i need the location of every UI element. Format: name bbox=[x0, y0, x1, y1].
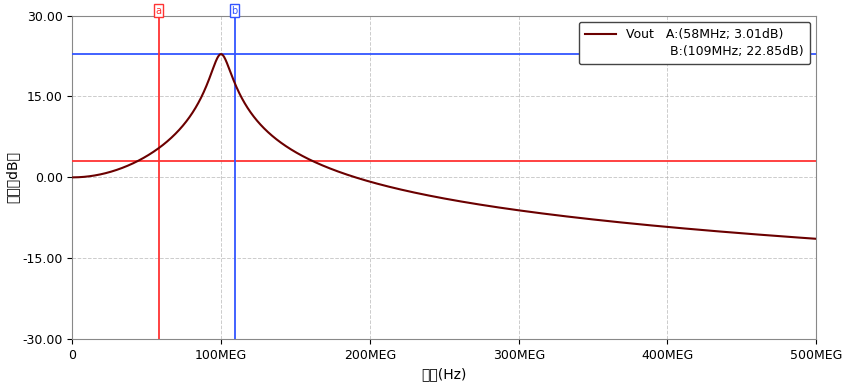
Legend: Vout   A:(58MHz; 3.01dB),            B:(109MHz; 22.85dB): Vout A:(58MHz; 3.01dB), B:(109MHz; 22.85… bbox=[578, 22, 810, 64]
X-axis label: 频率(Hz): 频率(Hz) bbox=[421, 367, 467, 382]
Text: b: b bbox=[232, 5, 237, 15]
Text: a: a bbox=[156, 5, 162, 15]
Y-axis label: 增益（dB）: 增益（dB） bbox=[6, 151, 20, 203]
